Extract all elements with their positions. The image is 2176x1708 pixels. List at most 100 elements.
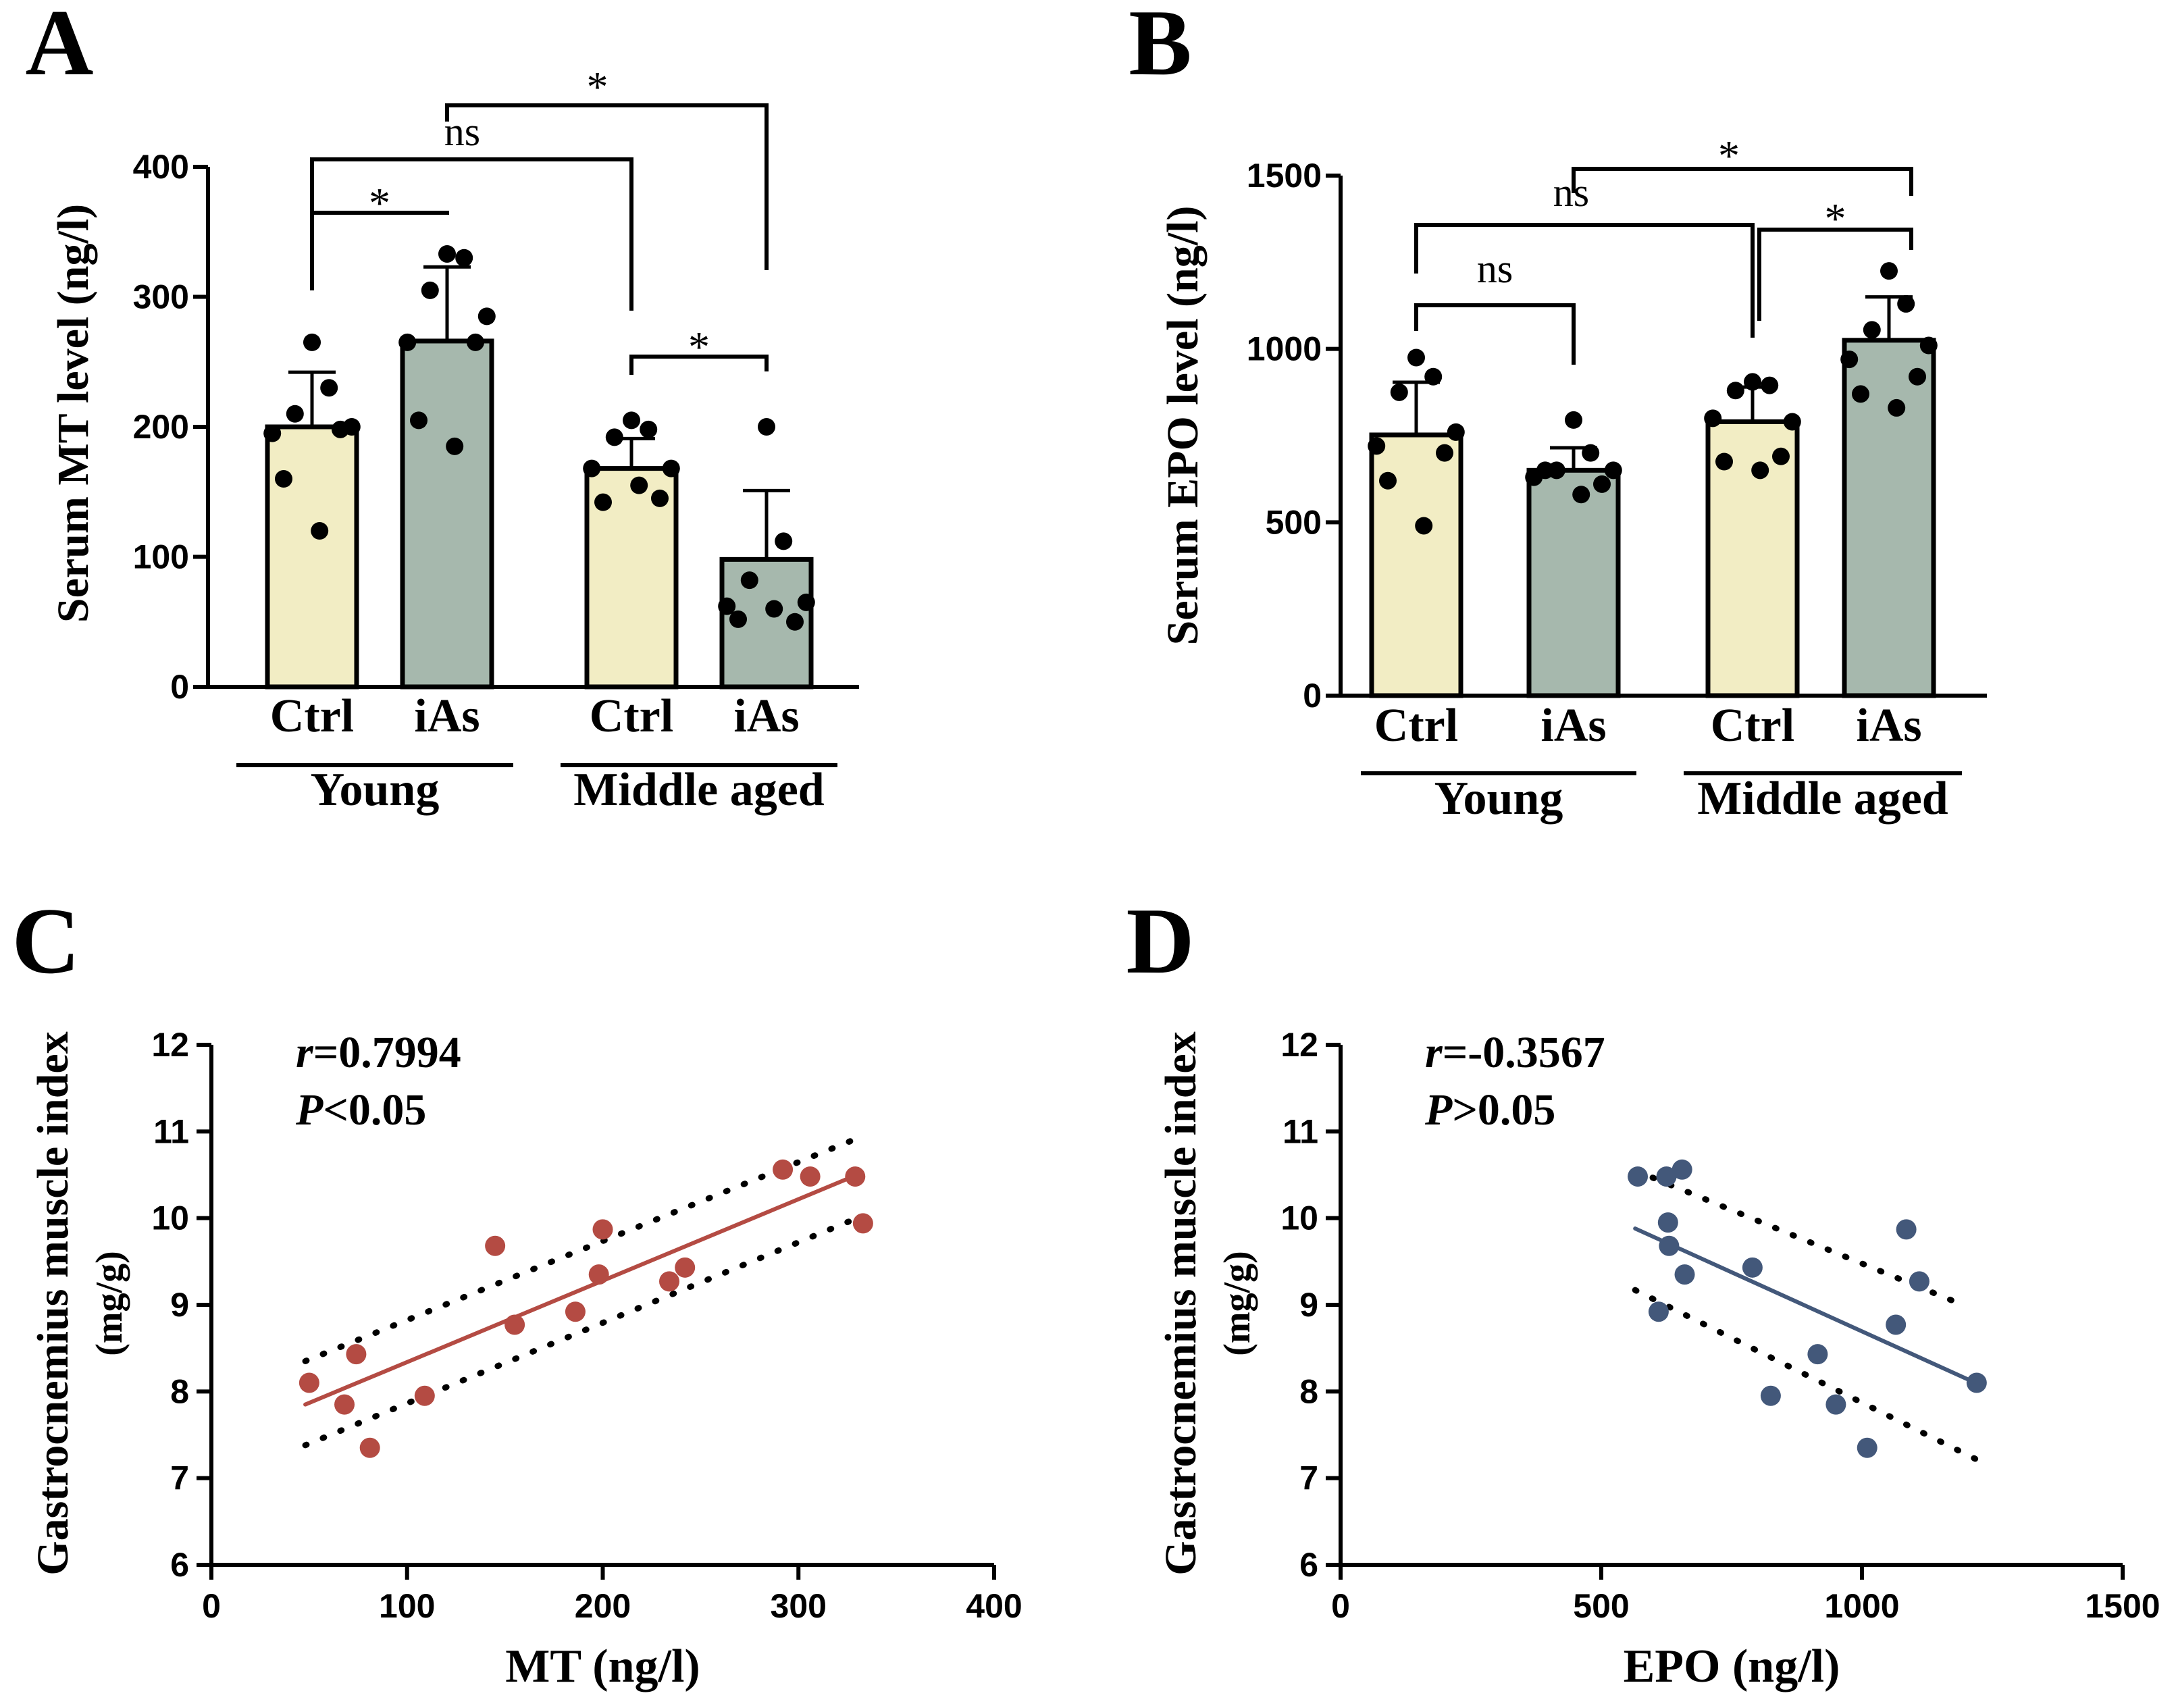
y-tick-label: 8 (170, 1372, 189, 1410)
data-point (1863, 321, 1881, 339)
r-value: =0.7994 (313, 1028, 461, 1077)
significance-label: * (369, 179, 390, 227)
data-point (1447, 423, 1465, 441)
data-point (1572, 486, 1590, 504)
category-label: iAs (414, 690, 480, 742)
data-point (477, 307, 496, 326)
category-label: Ctrl (270, 690, 354, 742)
category-label: Ctrl (1374, 700, 1458, 752)
p-symbol: P (1424, 1085, 1453, 1135)
data-point (359, 1437, 380, 1458)
regression-line (303, 1172, 860, 1407)
x-axis-title: EPO (ng/l) (1624, 1640, 1840, 1692)
data-point (1657, 1212, 1678, 1233)
data-point (438, 244, 456, 263)
y-tick-label: 7 (170, 1459, 189, 1497)
data-point (1852, 385, 1869, 403)
bar (400, 338, 494, 690)
group-label: Young (311, 764, 440, 816)
data-point (467, 333, 484, 351)
correlation-r: r=0.7994 (296, 1028, 461, 1077)
data-point (594, 493, 612, 511)
data-point (1593, 475, 1611, 493)
data-point (334, 1394, 355, 1415)
y-tick-label: 10 (1280, 1199, 1318, 1237)
data-point (773, 1159, 794, 1180)
data-point (1674, 1264, 1695, 1285)
significance-bracket (1757, 228, 1913, 321)
y-axis-subtitle: (mg/g) (1216, 1251, 1258, 1356)
y-tick-label: 0 (170, 668, 189, 706)
data-point (1886, 1314, 1907, 1335)
data-point (504, 1314, 525, 1335)
y-tick-label: 7 (1299, 1459, 1318, 1497)
data-point (1840, 351, 1859, 369)
panel-d: D 6 7 8 9 10 11 12 Gastrocnemius muscle index 0 50… (1126, 889, 2160, 1692)
data-point (1436, 444, 1453, 462)
data-point (1783, 413, 1801, 431)
data-point (1407, 348, 1425, 367)
y-axis-subtitle: (mg/g) (88, 1251, 130, 1356)
data-point (786, 613, 804, 631)
y-tick-label: 200 (133, 408, 189, 446)
x-tick-label: 1500 (2085, 1587, 2160, 1625)
y-axis-title: Serum EPO level (ng/l) (1158, 206, 1208, 646)
data-point (414, 1385, 435, 1406)
y-axis-title: Serum MT level (ng/l) (49, 204, 98, 623)
data-point (1390, 383, 1408, 401)
significance-bracket (1572, 167, 1913, 196)
y-tick-label: 0 (1303, 677, 1322, 715)
data-point (852, 1213, 873, 1234)
data-point (1966, 1372, 1987, 1393)
data-point (1415, 517, 1433, 535)
y-tick-label: 9 (1299, 1286, 1318, 1324)
p-value: P<0.05 (295, 1085, 426, 1135)
data-point (623, 411, 640, 430)
x-tick-label: 300 (771, 1587, 827, 1625)
data-point (1648, 1301, 1669, 1322)
y-tick-label: 9 (170, 1286, 189, 1324)
significance-label: * (688, 323, 710, 371)
data-point (346, 1344, 367, 1365)
data-point (1726, 382, 1744, 400)
panel-b: B 0 500 1000 1500 Serum EPO level (ng/l) Ctrl i… (1129, 0, 1987, 825)
panel-label: C (11, 889, 80, 993)
x-tick-label: 1000 (1824, 1587, 1899, 1625)
data-point (675, 1257, 696, 1278)
data-point (1888, 398, 1906, 417)
data-point (1751, 461, 1769, 480)
data-point (1628, 1166, 1649, 1187)
significance-bracket (310, 157, 633, 311)
group-label: Middle aged (1697, 773, 1948, 825)
data-point (332, 420, 349, 438)
data-point (1536, 461, 1554, 480)
y-tick-label: 6 (170, 1546, 189, 1584)
data-point (286, 405, 304, 423)
data-point (640, 420, 658, 438)
data-point (1761, 376, 1779, 394)
category-label: Ctrl (1711, 700, 1794, 752)
data-point (1715, 452, 1733, 471)
p-value: P>0.05 (1424, 1085, 1555, 1135)
data-point (775, 532, 793, 550)
data-point (1897, 294, 1915, 313)
confidence-band-upper (302, 1135, 860, 1364)
y-tick-label: 100 (133, 538, 189, 576)
category-label: Ctrl (590, 690, 673, 742)
data-point (1604, 461, 1622, 480)
data-point (1672, 1159, 1692, 1180)
x-axis-title: MT (ng/l) (505, 1640, 700, 1692)
regression-line (1633, 1226, 1981, 1387)
data-point (1896, 1219, 1917, 1240)
x-tick-label: 500 (1573, 1587, 1629, 1625)
data-point (651, 489, 669, 507)
confidence-band-lower (302, 1215, 860, 1449)
data-point (1565, 411, 1582, 429)
data-point (320, 379, 338, 397)
y-tick-label: 400 (133, 148, 189, 186)
y-tick-label: 10 (151, 1199, 189, 1237)
data-point (659, 1271, 680, 1292)
data-point (800, 1166, 821, 1187)
y-tick-label: 11 (1283, 1112, 1318, 1150)
